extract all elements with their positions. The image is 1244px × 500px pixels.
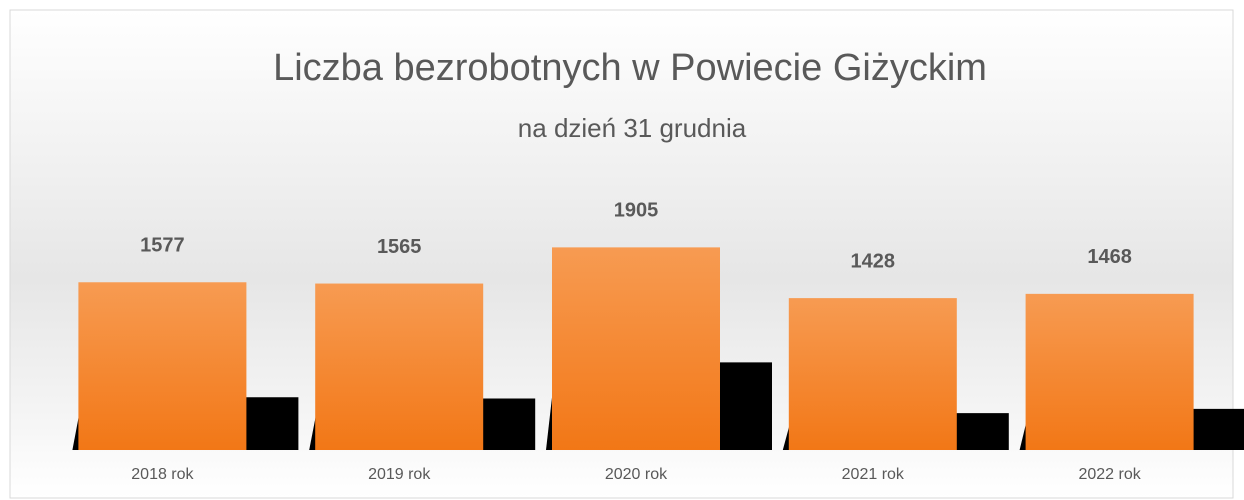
data-label: 1428	[851, 250, 896, 272]
chart-subtitle: na dzień 31 grudnia	[518, 113, 747, 143]
bar	[315, 283, 484, 450]
data-label: 1905	[614, 200, 659, 222]
x-tick-label: 2021 rok	[842, 466, 905, 483]
data-label: 1468	[1087, 246, 1132, 268]
bar	[788, 298, 957, 450]
bar	[1025, 293, 1194, 450]
data-label: 1577	[140, 235, 185, 257]
x-tick-label: 2019 rok	[368, 466, 431, 483]
bar	[552, 247, 720, 450]
x-tick-label: 2020 rok	[605, 466, 668, 483]
bar	[78, 282, 247, 450]
x-tick-label: 2022 rok	[1078, 466, 1141, 483]
data-label: 1565	[377, 236, 422, 258]
x-tick-label: 2018 rok	[131, 466, 194, 483]
chart-title: Liczba bezrobotnych w Powiecie Giżyckim	[273, 47, 987, 89]
